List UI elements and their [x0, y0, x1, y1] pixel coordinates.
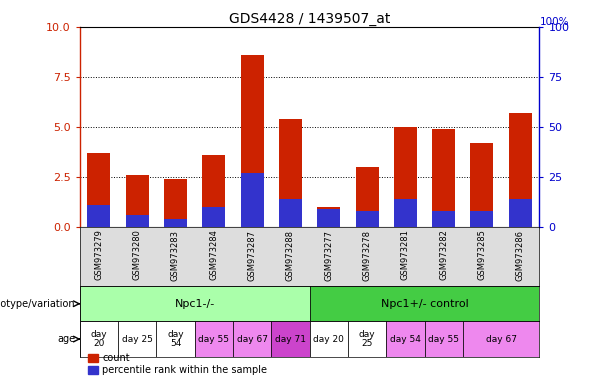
- Bar: [356, 167, 379, 227]
- Text: day 25: day 25: [122, 334, 153, 344]
- Bar: [195, 321, 233, 357]
- Bar: [318, 209, 340, 227]
- Text: genotype/variation: genotype/variation: [0, 299, 75, 309]
- Text: day 20: day 20: [313, 334, 344, 344]
- Text: GSM973286: GSM973286: [516, 230, 525, 281]
- Bar: [80, 286, 310, 321]
- Bar: [318, 207, 340, 227]
- Text: 100%: 100%: [539, 17, 569, 27]
- Bar: [126, 175, 148, 227]
- Bar: [202, 207, 226, 227]
- Bar: [240, 173, 264, 227]
- Bar: [424, 321, 463, 357]
- Text: Npc1-/-: Npc1-/-: [175, 299, 215, 309]
- Bar: [310, 286, 539, 321]
- Bar: [386, 321, 424, 357]
- Title: GDS4428 / 1439507_at: GDS4428 / 1439507_at: [229, 12, 390, 26]
- Text: GSM973284: GSM973284: [209, 230, 218, 280]
- Text: day 67: day 67: [237, 334, 268, 344]
- Bar: [432, 210, 455, 227]
- Bar: [80, 321, 118, 357]
- Bar: [118, 321, 156, 357]
- Bar: [432, 129, 455, 227]
- Text: Npc1+/- control: Npc1+/- control: [381, 299, 468, 309]
- Bar: [164, 218, 187, 227]
- Bar: [356, 210, 379, 227]
- Bar: [471, 143, 493, 227]
- Bar: [87, 205, 110, 227]
- Bar: [164, 179, 187, 227]
- Text: day 67: day 67: [485, 334, 517, 344]
- Bar: [202, 155, 226, 227]
- Bar: [394, 199, 417, 227]
- Text: GSM973282: GSM973282: [439, 230, 448, 280]
- Bar: [394, 127, 417, 227]
- Text: GSM973280: GSM973280: [132, 230, 142, 280]
- Text: day 54: day 54: [390, 334, 421, 344]
- Legend: count, percentile rank within the sample: count, percentile rank within the sample: [85, 349, 271, 379]
- Bar: [471, 210, 493, 227]
- Text: age: age: [57, 334, 75, 344]
- Bar: [509, 199, 531, 227]
- Bar: [279, 119, 302, 227]
- Bar: [271, 321, 310, 357]
- Text: GSM973287: GSM973287: [248, 230, 257, 281]
- Text: day 71: day 71: [275, 334, 306, 344]
- Bar: [240, 55, 264, 227]
- Bar: [233, 321, 271, 357]
- Text: day
25: day 25: [359, 330, 375, 348]
- Text: GSM973288: GSM973288: [286, 230, 295, 281]
- Bar: [348, 321, 386, 357]
- Bar: [87, 153, 110, 227]
- Text: GSM973283: GSM973283: [171, 230, 180, 281]
- Bar: [509, 113, 531, 227]
- Bar: [156, 321, 195, 357]
- Text: GSM973277: GSM973277: [324, 230, 333, 281]
- Text: day
20: day 20: [91, 330, 107, 348]
- Text: GSM973278: GSM973278: [362, 230, 371, 281]
- Text: day 55: day 55: [198, 334, 229, 344]
- Text: GSM973285: GSM973285: [478, 230, 487, 280]
- Text: GSM973279: GSM973279: [94, 230, 104, 280]
- Text: day 55: day 55: [428, 334, 459, 344]
- Text: GSM973281: GSM973281: [401, 230, 410, 280]
- Bar: [279, 199, 302, 227]
- Bar: [126, 215, 148, 227]
- Bar: [310, 321, 348, 357]
- Text: day
54: day 54: [167, 330, 184, 348]
- Bar: [463, 321, 539, 357]
